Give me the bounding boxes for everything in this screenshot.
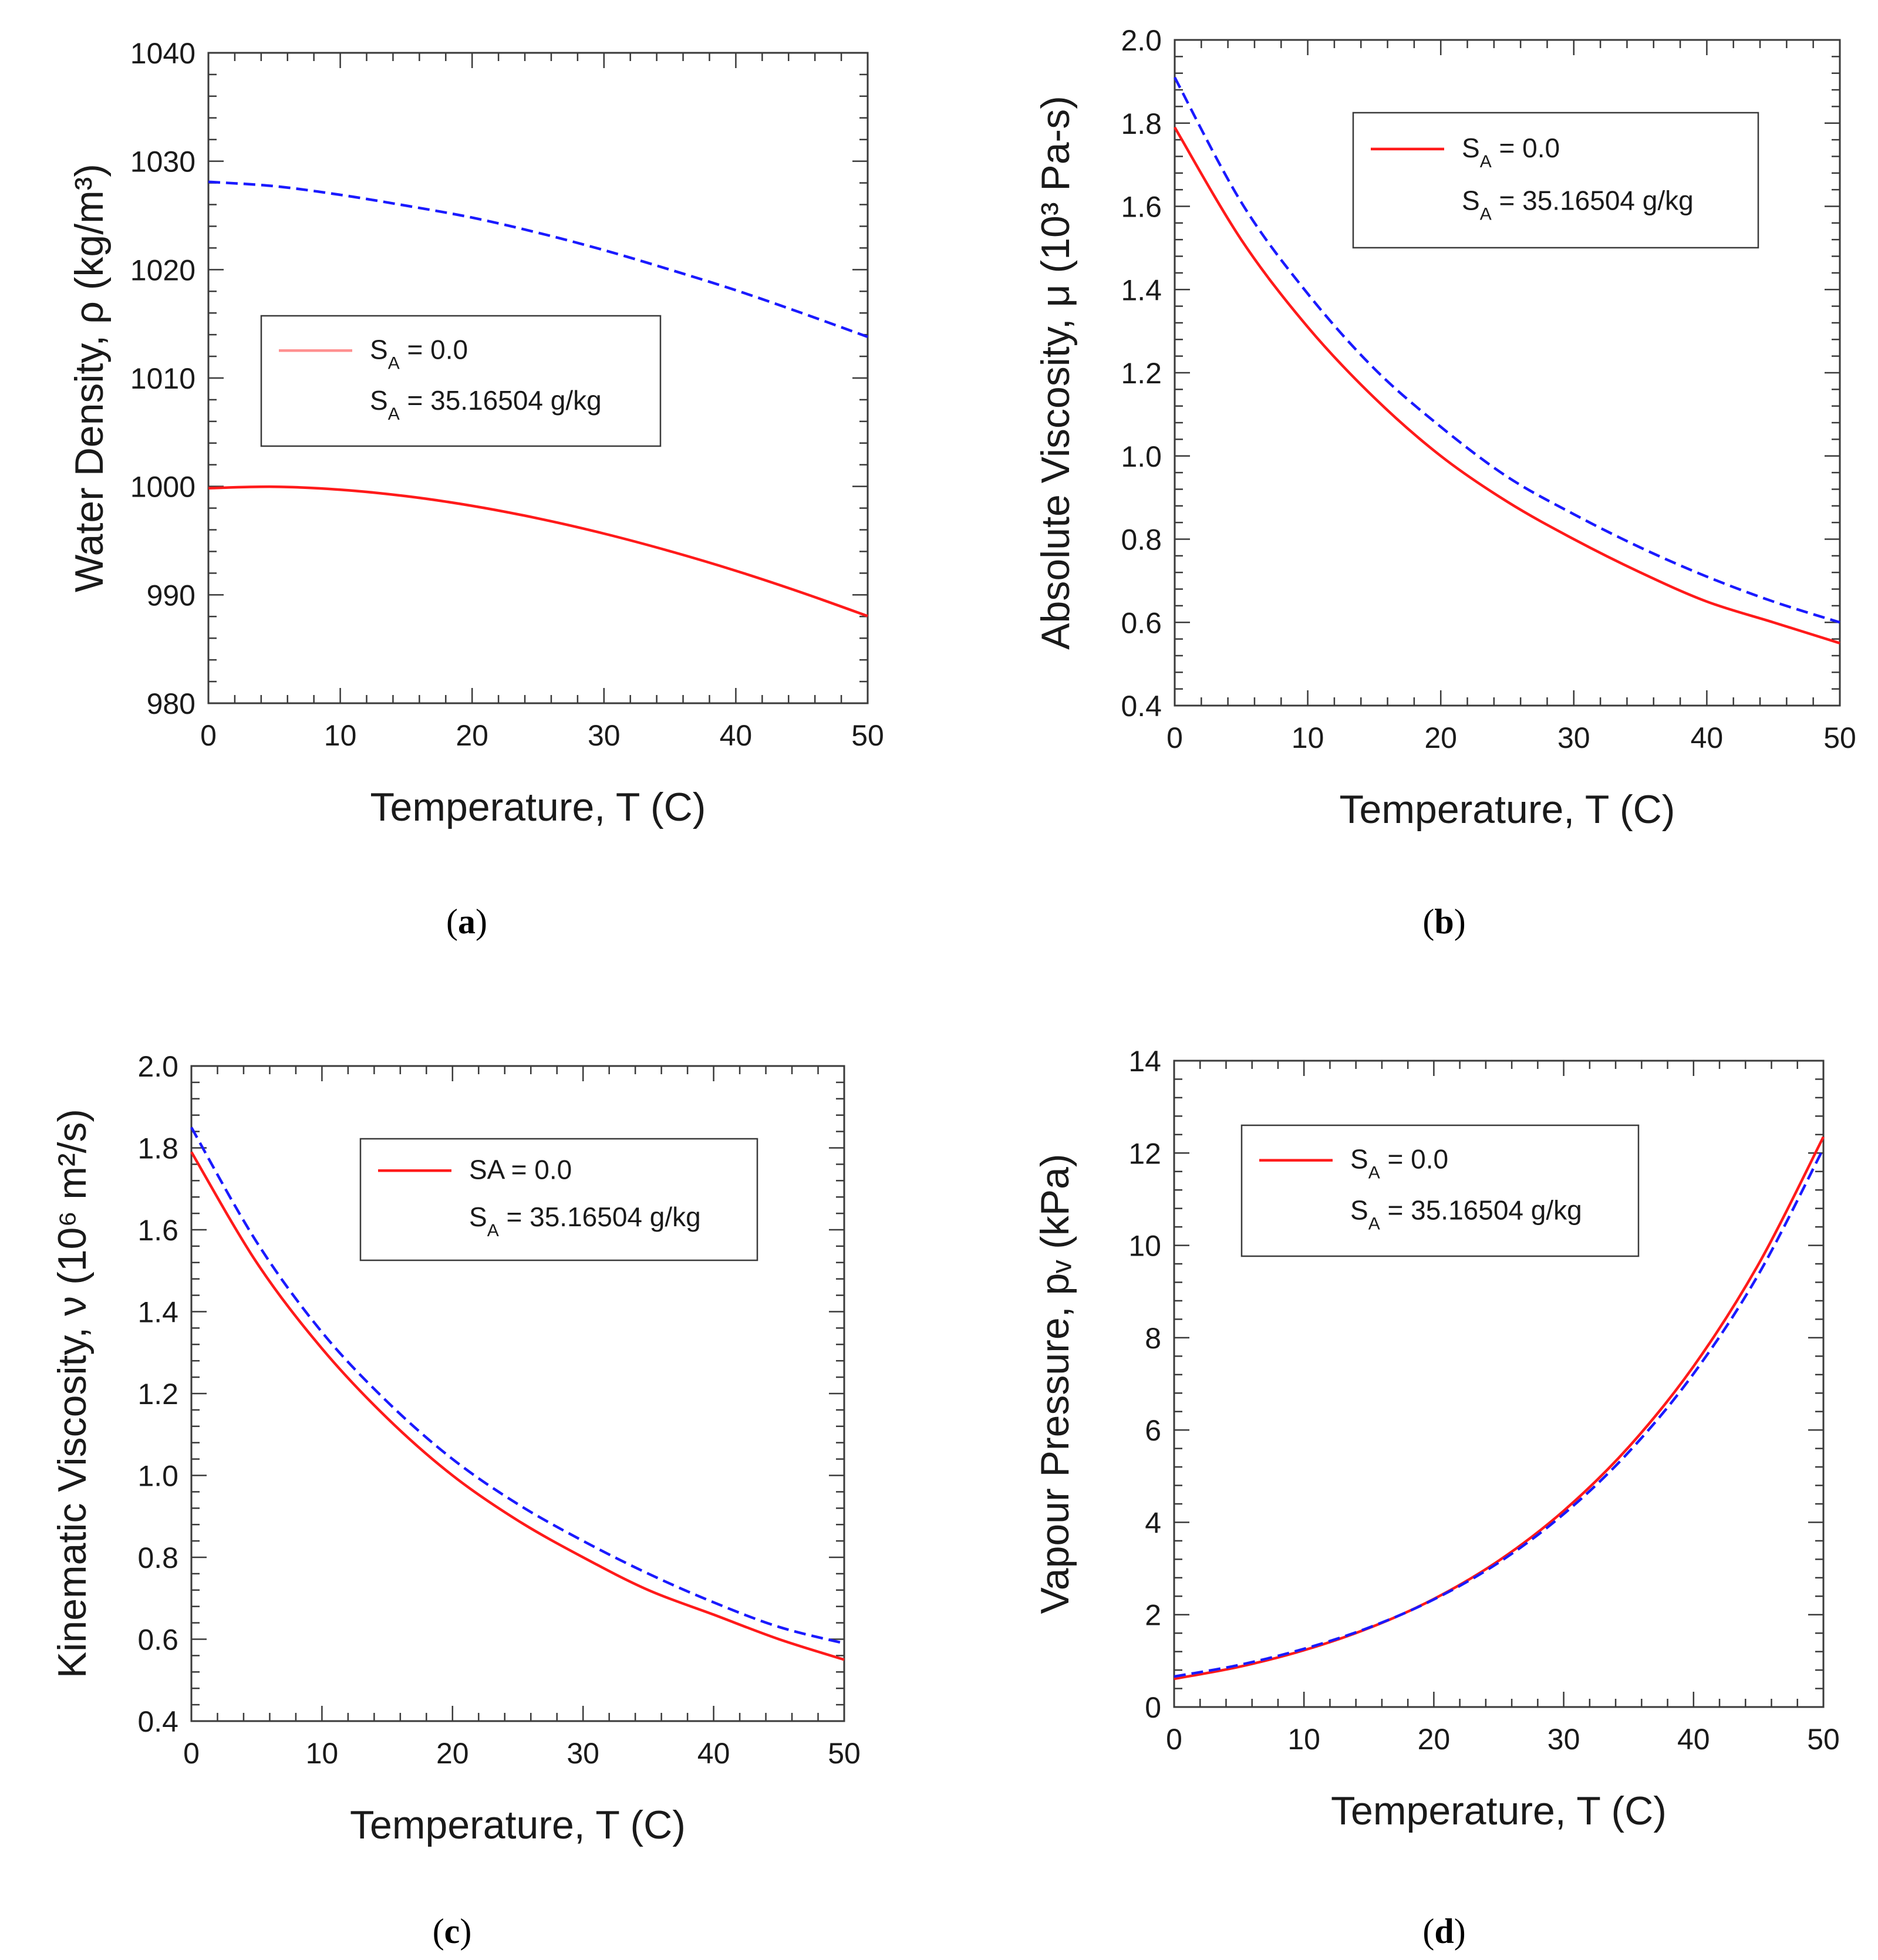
chart-c: 0 10 20 30 40 50 0.4 0.6 0.8 1.0 1.2 1.4 1.6 1.8 2.0 Te… — [50, 1050, 861, 1847]
series-line-sa-35 — [1174, 1148, 1825, 1678]
y-tick-label: 2.0 — [137, 1050, 178, 1083]
legend-entry: SA = 0.0 — [370, 334, 468, 373]
chart-a: 0 10 20 30 40 5098099010001010102010301040Tem… — [67, 37, 884, 829]
y-tick-label: 990 — [147, 579, 195, 612]
x-tick-label: 40 — [697, 1737, 730, 1770]
y-tick-label: 0.6 — [1121, 606, 1162, 639]
y-tick-label: 1.2 — [1121, 357, 1162, 390]
x-tick-label: 30 — [567, 1737, 599, 1770]
x-tick-label: 20 — [456, 719, 488, 752]
legend-entry: SA = 0.0 — [1462, 133, 1560, 171]
y-tick-label: 14 — [1128, 1045, 1161, 1078]
legend-entry: SA = 35.16504 g/kg — [370, 385, 602, 424]
x-tick-label: 40 — [1691, 721, 1724, 754]
panel-caption: (c) — [433, 1912, 472, 1951]
x-tick-label: 0 — [200, 719, 217, 752]
x-axis-label: Temperature, T (C) — [1331, 1789, 1667, 1833]
y-tick-label: 1030 — [130, 146, 195, 178]
y-tick-label: 1040 — [130, 37, 195, 70]
legend-c: SA = 0.0 SA = 35.16504 g/kg — [359, 1138, 758, 1261]
y-tick-label: 1.0 — [137, 1460, 178, 1493]
y-tick-label: 4 — [1145, 1506, 1161, 1539]
panel-caption: (b) — [1422, 902, 1465, 941]
y-tick-label: 980 — [147, 687, 195, 720]
y-tick-label: 8 — [1145, 1322, 1161, 1355]
series-line-sa-35 — [1174, 76, 1840, 624]
legend-d: SA = 0.0 SA = 35.16504 g/kg — [1240, 1124, 1640, 1257]
x-tick-label: 10 — [324, 719, 357, 752]
series-line-sa-0 — [190, 1151, 845, 1661]
x-axis-label: Temperature, T (C) — [350, 1803, 686, 1847]
chart-b: 0 10 20 30 40 50 0.4 0.6 0.8 1.0 1.2 1.4 1.6 1.8 2.0 Te… — [1033, 24, 1856, 832]
series-line-sa-0 — [1174, 1136, 1825, 1681]
legend-entry: SA = 0.0 — [1350, 1144, 1448, 1183]
y-tick-label: 0.4 — [137, 1705, 178, 1738]
x-tick-label: 20 — [1424, 721, 1457, 754]
legend-box — [359, 1138, 758, 1261]
x-tick-label: 50 — [1823, 721, 1856, 754]
y-tick-label: 0.6 — [137, 1624, 178, 1657]
legend-entry: SA = 0.0 — [469, 1154, 572, 1185]
panel-caption: (d) — [1422, 1912, 1465, 1951]
y-axis-label: Water Density, ρ (kg/m³) — [67, 164, 112, 592]
y-tick-label: 1020 — [130, 254, 195, 286]
y-axis-label: Vapour Pressure, pᵥ (kPa) — [1033, 1153, 1077, 1614]
x-tick-label: 20 — [1418, 1723, 1451, 1756]
legend-entry: SA = 35.16504 g/kg — [1350, 1195, 1582, 1234]
y-tick-label: 1.8 — [137, 1132, 178, 1165]
x-tick-label: 10 — [1287, 1723, 1320, 1756]
y-tick-label: 2 — [1145, 1599, 1161, 1632]
x-tick-label: 0 — [183, 1737, 200, 1770]
x-tick-label: 20 — [436, 1737, 469, 1770]
legend-b: SA = 0.0 SA = 35.16504 g/kg — [1352, 112, 1759, 249]
plot-frame-d — [1173, 1060, 1825, 1708]
y-tick-label: 1000 — [130, 471, 195, 504]
x-tick-label: 50 — [1807, 1723, 1840, 1756]
x-axis-label: Temperature, T (C) — [370, 785, 706, 829]
x-tick-label: 50 — [851, 719, 884, 752]
y-tick-label: 0.8 — [137, 1541, 178, 1574]
y-tick-label: 1.8 — [1121, 107, 1162, 140]
y-tick-label: 2.0 — [1121, 24, 1162, 57]
x-tick-label: 40 — [1677, 1723, 1710, 1756]
y-tick-label: 12 — [1128, 1137, 1161, 1170]
legend-box — [1240, 1124, 1640, 1257]
y-tick-label: 10 — [1128, 1230, 1161, 1263]
y-tick-label: 6 — [1145, 1414, 1161, 1447]
series-line-sa-35 — [190, 1126, 845, 1645]
panel-caption: (a) — [446, 902, 487, 941]
y-tick-label: 0.4 — [1121, 690, 1162, 723]
x-tick-label: 40 — [720, 719, 753, 752]
x-tick-label: 10 — [1292, 721, 1324, 754]
y-axis-label: Absolute Viscosity, μ (10³ Pa-s) — [1033, 96, 1078, 650]
y-tick-label: 1010 — [130, 362, 195, 395]
y-tick-label: 1.2 — [137, 1378, 178, 1411]
series-line-sa-35 — [208, 180, 868, 338]
series-line-sa-0 — [1174, 126, 1840, 645]
x-tick-label: 50 — [828, 1737, 861, 1770]
x-tick-label: 0 — [1166, 1723, 1182, 1756]
y-tick-label: 0.8 — [1121, 524, 1162, 556]
y-tick-label: 1.6 — [1121, 191, 1162, 224]
chart-d: 0 10 20 30 40 50 0 2 4 6 8 10 12 14 Temperature, T (C)… — [1033, 1045, 1840, 1833]
x-tick-label: 30 — [1547, 1723, 1580, 1756]
x-tick-label: 30 — [588, 719, 621, 752]
y-tick-label: 1.6 — [137, 1214, 178, 1247]
x-tick-label: 10 — [306, 1737, 339, 1770]
x-axis-label: Temperature, T (C) — [1340, 787, 1675, 832]
y-tick-label: 0 — [1145, 1691, 1161, 1724]
y-tick-label: 1.4 — [1121, 274, 1162, 306]
legend-box — [260, 315, 662, 447]
y-tick-label: 1.4 — [137, 1296, 178, 1329]
x-tick-label: 30 — [1557, 721, 1590, 754]
x-tick-label: 0 — [1166, 721, 1183, 754]
legend-box — [1352, 112, 1759, 249]
legend-a: SA = 0.0 SA = 35.16504 g/kg — [260, 315, 662, 447]
legend-entry: SA = 35.16504 g/kg — [1462, 185, 1694, 224]
y-tick-label: 1.0 — [1121, 440, 1162, 473]
y-axis-label: Kinematic Viscosity, ν (10⁶ m²/s) — [50, 1109, 95, 1678]
legend-entry: SA = 35.16504 g/kg — [469, 1202, 701, 1240]
series-line-sa-0 — [208, 485, 868, 618]
